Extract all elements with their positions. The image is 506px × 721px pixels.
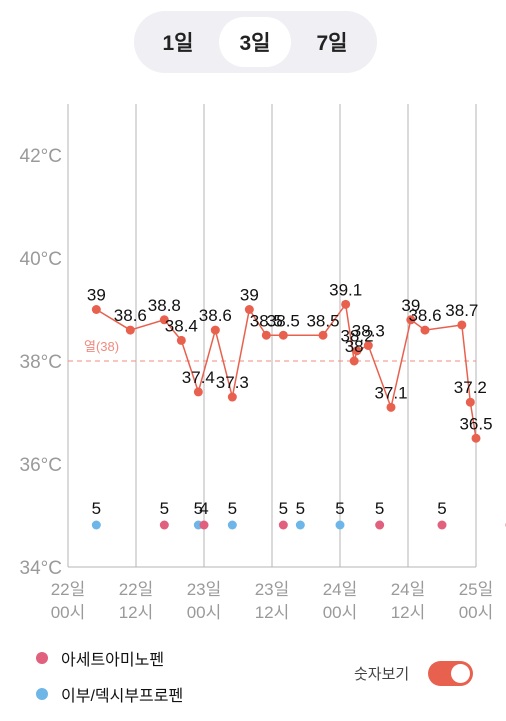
dose-point-ibuprofen xyxy=(227,520,237,530)
temperature-point xyxy=(406,315,416,325)
range-segmented-control: 1일 3일 7일 xyxy=(134,11,377,73)
temperature-point xyxy=(352,346,362,356)
temperature-value-label: 38.6 xyxy=(408,306,441,325)
legend-acetaminophen-label: 아세트아미노펜 xyxy=(61,652,165,669)
x-tick-day: 25일 xyxy=(459,580,494,599)
x-tick-time: 12시 xyxy=(255,603,290,622)
dose-amount-label: 5 xyxy=(335,499,344,518)
temperature-point xyxy=(341,299,351,309)
temperature-point xyxy=(278,330,288,340)
temperature-point xyxy=(465,397,475,407)
dose-amount-label: 5 xyxy=(160,499,169,518)
temperature-value-label: 38.2 xyxy=(340,327,373,346)
temperature-value-label: 38.8 xyxy=(148,296,181,315)
range-tab-1day[interactable]: 1일 xyxy=(162,32,194,55)
temperature-value-label: 39 xyxy=(87,286,106,305)
x-tick-time: 12시 xyxy=(119,603,154,622)
fever-threshold-label: 열(38) xyxy=(84,339,119,354)
x-tick-time: 12시 xyxy=(391,603,426,622)
dose-amount-label: 5 xyxy=(194,499,203,518)
dose-amount-label: 4 xyxy=(199,499,208,518)
x-tick-time: 00시 xyxy=(51,603,86,622)
temperature-value-label: 38.3 xyxy=(352,322,385,341)
temperature-value-label: 36.5 xyxy=(459,414,492,433)
show-values-label: 숫자보기 xyxy=(354,666,410,683)
x-tick-day: 23일 xyxy=(187,580,222,599)
x-tick-time: 00시 xyxy=(323,603,358,622)
temperature-point xyxy=(386,402,396,412)
temperature-value-label: 37.3 xyxy=(216,373,249,392)
temperature-value-label: 37.2 xyxy=(454,378,487,397)
dose-point-acetaminophen xyxy=(199,520,209,530)
dose-point-acetaminophen xyxy=(159,520,169,530)
temperature-point xyxy=(420,325,430,335)
temperature-chart: 42°C40°C38°C36°C34°C22일00시22일12시23일00시23… xyxy=(20,104,506,622)
toggle-knob xyxy=(451,664,470,683)
x-tick-time: 00시 xyxy=(187,603,222,622)
y-tick-label: 34°C xyxy=(20,558,62,579)
temperature-value-label: 38.7 xyxy=(445,301,478,320)
temperature-point xyxy=(193,387,203,397)
temperature-point xyxy=(91,305,101,314)
acetaminophen-dot-icon xyxy=(36,652,48,664)
temperature-point xyxy=(318,330,328,340)
dose-amount-label: 5 xyxy=(375,499,384,518)
temperature-point xyxy=(244,305,254,314)
dose-point-ibuprofen xyxy=(335,520,345,530)
temperature-value-label: 37.1 xyxy=(374,383,407,402)
temperature-value-label: 37.4 xyxy=(182,368,215,387)
x-tick-day: 23일 xyxy=(255,580,290,599)
temperature-point xyxy=(457,320,467,330)
legend-ibuprofen-label: 이부/덱시부프로펜 xyxy=(61,688,184,705)
dose-amount-label: 5 xyxy=(437,499,446,518)
ibuprofen-dot-icon xyxy=(36,688,48,700)
temperature-value-label: 38.5 xyxy=(250,311,283,330)
range-tab-3day[interactable]: 3일 xyxy=(219,17,291,67)
dose-amount-label: 5 xyxy=(279,499,288,518)
dose-point-acetaminophen xyxy=(437,520,447,530)
temperature-value-label: 38.5 xyxy=(267,311,300,330)
range-tab-7day[interactable]: 7일 xyxy=(316,32,348,55)
temperature-value-label: 38.6 xyxy=(114,306,147,325)
dose-amount-label: 5 xyxy=(296,499,305,518)
temperature-value-label: 39.1 xyxy=(329,280,362,299)
dose-point-ibuprofen xyxy=(295,520,305,530)
dose-point-ibuprofen xyxy=(91,520,101,530)
y-tick-label: 40°C xyxy=(20,249,62,270)
x-tick-time: 00시 xyxy=(459,603,494,622)
dose-point-acetaminophen xyxy=(278,520,288,530)
temperature-point xyxy=(261,330,271,340)
x-tick-day: 24일 xyxy=(323,580,358,599)
temperature-point xyxy=(363,341,373,351)
temperature-point xyxy=(210,325,220,335)
show-values-toggle[interactable] xyxy=(428,661,473,686)
y-tick-label: 36°C xyxy=(20,455,62,476)
y-tick-label: 38°C xyxy=(20,352,62,373)
temperature-point xyxy=(349,356,359,366)
x-tick-day: 22일 xyxy=(51,580,86,599)
temperature-value-label: 38.6 xyxy=(199,306,232,325)
temperature-point xyxy=(125,325,135,335)
temperature-point xyxy=(471,433,481,443)
temperature-point xyxy=(227,392,237,402)
temperature-value-label: 39 xyxy=(240,286,259,305)
x-tick-day: 22일 xyxy=(119,580,154,599)
temperature-value-label: 38.4 xyxy=(165,316,198,335)
temperature-point xyxy=(159,315,169,325)
temperature-value-label: 38.5 xyxy=(306,311,339,330)
dose-amount-label: 5 xyxy=(92,499,101,518)
dose-amount-label: 5 xyxy=(228,499,237,518)
legend-acetaminophen: 아세트아미노펜 xyxy=(36,646,164,670)
temperature-point xyxy=(176,335,186,345)
temperature-value-label: 39 xyxy=(401,296,420,315)
temperature-value-label: 38 xyxy=(345,337,364,356)
dose-point-acetaminophen xyxy=(375,520,385,530)
legend-ibuprofen: 이부/덱시부프로펜 xyxy=(36,682,183,706)
x-tick-day: 24일 xyxy=(391,580,426,599)
y-tick-label: 42°C xyxy=(20,146,62,167)
